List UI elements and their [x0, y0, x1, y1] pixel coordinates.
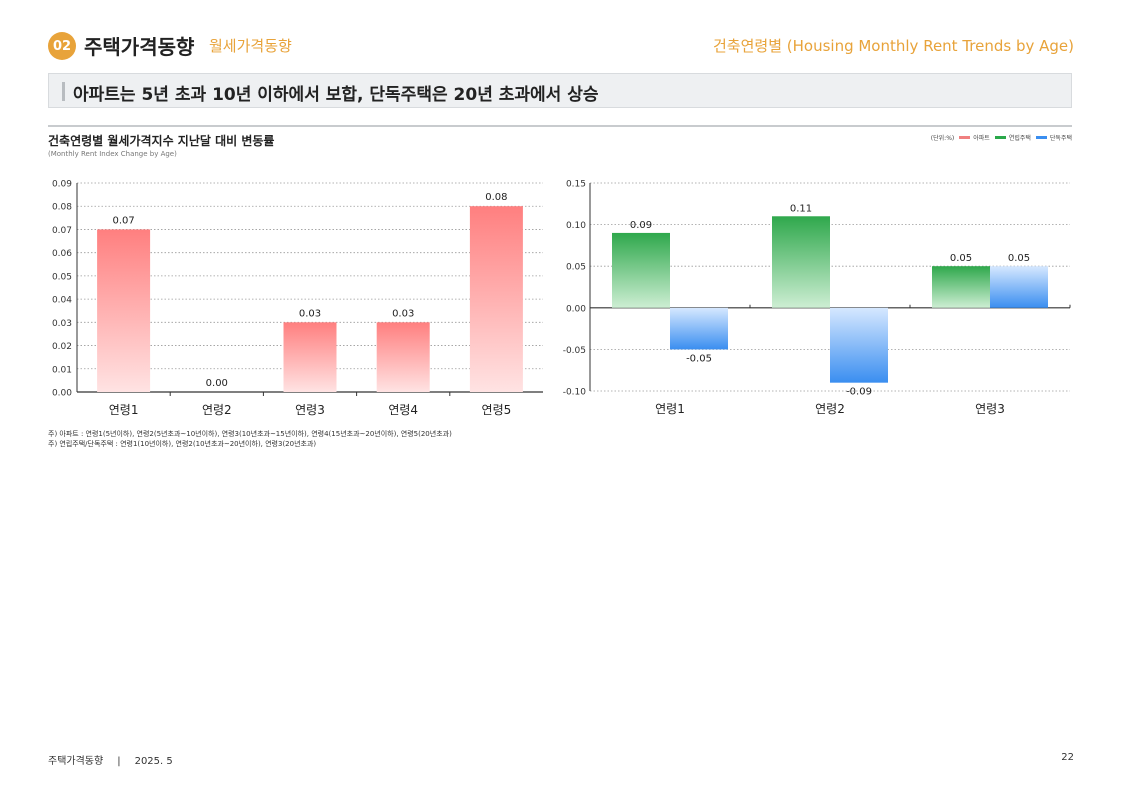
data-label: 0.08 — [485, 192, 507, 203]
page-number: 22 — [1061, 752, 1074, 763]
y-tick-label: 0.09 — [52, 180, 72, 190]
legend-swatch-rowhouse — [994, 136, 1006, 139]
header-right-title: 건축연령별 (Housing Monthly Rent Trends by Ag… — [713, 37, 1074, 55]
footer-separator: | — [117, 756, 121, 767]
section-number-badge: 02 — [48, 32, 76, 60]
y-tick-label: 0.01 — [52, 365, 72, 375]
bar-rowhouse — [612, 232, 670, 308]
bar-apartment — [376, 322, 430, 392]
bar-rowhouse — [772, 216, 830, 308]
x-tick-label: 연령1 — [109, 403, 139, 417]
data-label: 0.03 — [299, 308, 321, 319]
data-label: 0.05 — [950, 253, 972, 264]
y-tick-label: 0.04 — [52, 296, 72, 306]
bar-apartment — [469, 206, 523, 392]
y-tick-label: 0.10 — [566, 221, 586, 231]
footnote-rowhouse-detached: 주) 연립주택/단독주택 : 연령1(10년이하), 연령2(10년초과~20년… — [48, 440, 317, 448]
x-tick-label: 연령3 — [295, 403, 325, 417]
banner-accent-bar — [62, 82, 65, 101]
x-tick-label: 연령5 — [482, 403, 512, 417]
y-tick-label: 0.05 — [52, 272, 72, 282]
y-tick-label: 0.15 — [566, 180, 586, 190]
banner-text: 아파트는 5년 초과 10년 이하에서 보합, 단독주택은 20년 초과에서 상… — [73, 85, 599, 105]
legend-unit: (단위:%) — [930, 135, 955, 142]
data-label: 0.11 — [790, 203, 812, 214]
legend-label-apartment: 아파트 — [973, 135, 990, 142]
data-label: 0.09 — [630, 220, 652, 231]
section-title: 주택가격동향 — [84, 35, 195, 59]
bar-detached — [670, 307, 728, 350]
data-label: 0.05 — [1008, 253, 1030, 264]
bar-detached — [830, 307, 888, 383]
legend-swatch-detached — [1035, 136, 1047, 139]
y-tick-label: 0.06 — [52, 249, 72, 259]
data-label: -0.05 — [686, 353, 712, 364]
data-label: -0.09 — [846, 387, 872, 398]
legend-label-rowhouse: 연립주택 — [1008, 135, 1031, 142]
bar-apartment — [97, 229, 151, 392]
data-label: 0.00 — [206, 378, 228, 389]
section-divider — [48, 125, 1072, 127]
page-footer: 주택가격동향 | 2025. 5 — [48, 752, 173, 767]
x-tick-label: 연령1 — [655, 402, 685, 416]
page-header: 02 주택가격동향 월세가격동향 건축연령별 (Housing Monthly … — [48, 30, 1074, 62]
legend-swatch-apartment — [959, 136, 971, 139]
rowhouse-detached-bar-chart: -0.10 -0.05 0.00 0.05 0.10 0.15 0.09 -0.05 연령1 0.… — [563, 180, 1071, 416]
y-tick-label: 0.00 — [566, 304, 586, 314]
data-label: 0.07 — [112, 215, 134, 226]
x-tick-label: 연령2 — [202, 403, 232, 417]
y-tick-label: 0.02 — [52, 342, 72, 352]
y-tick-label: -0.10 — [563, 388, 587, 398]
y-tick-label: 0.08 — [52, 203, 72, 213]
footer-date: 2025. 5 — [134, 756, 173, 767]
x-tick-label: 연령2 — [815, 402, 845, 416]
chart-legend: (단위:%) 아파트 연립주택 단독주택 — [931, 133, 1072, 142]
bar-rowhouse — [932, 266, 990, 308]
legend-label-detached: 단독주택 — [1049, 135, 1072, 142]
chart-title: 건축연령별 월세가격지수 지난달 대비 변동률 — [48, 134, 275, 148]
legend-item-rowhouse: 연립주택 — [994, 133, 1031, 142]
legend-item-detached: 단독주택 — [1035, 133, 1072, 142]
y-tick-label: 0.07 — [52, 226, 72, 236]
y-tick-label: 0.00 — [52, 389, 72, 399]
footnote-apartment: 주) 아파트 : 연령1(5년이하), 연령2(5년초과~10년이하), 연령3… — [48, 430, 452, 438]
data-label: 0.03 — [392, 308, 414, 319]
section-subtitle: 월세가격동향 — [209, 37, 292, 55]
x-tick-label: 연령3 — [975, 402, 1005, 416]
chart-subtitle: (Monthly Rent Index Change by Age) — [48, 150, 177, 158]
summary-banner: 아파트는 5년 초과 10년 이하에서 보합, 단독주택은 20년 초과에서 상… — [48, 73, 1072, 108]
x-tick-label: 연령4 — [388, 403, 418, 417]
apartment-bar-chart: 0.00 0.01 0.02 0.03 0.04 0.05 0.06 0.07 0.08 0.09… — [52, 180, 543, 417]
bar-apartment — [283, 322, 337, 392]
bar-detached — [990, 266, 1048, 308]
footer-publication: 주택가격동향 — [48, 756, 104, 767]
y-tick-label: -0.05 — [563, 346, 586, 356]
y-tick-label: 0.05 — [566, 263, 586, 273]
legend-item-apartment: 아파트 — [959, 133, 990, 142]
y-tick-label: 0.03 — [52, 319, 72, 329]
